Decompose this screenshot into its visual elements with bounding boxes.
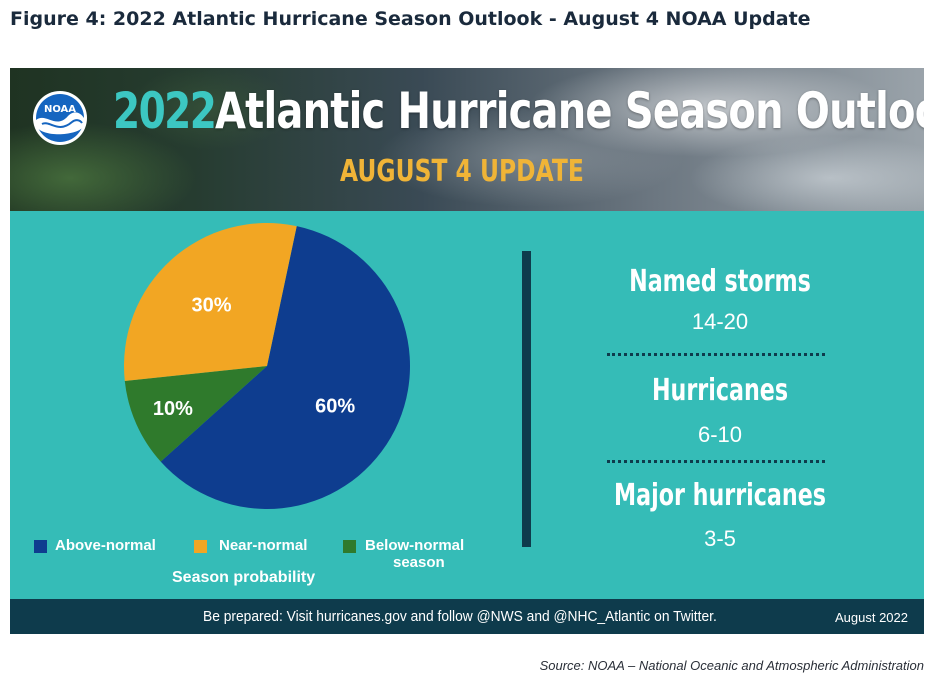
stat-value-named-storms: 14-20: [691, 309, 749, 334]
banner-subtitle: AUGUST 4 UPDATE: [340, 154, 584, 189]
legend-swatch-below: [343, 540, 356, 553]
stat-divider: [607, 460, 825, 463]
noaa-logo: NOAA: [33, 91, 87, 145]
infographic: NOAA 2022 Atlantic Hurricane Season Outl…: [10, 68, 924, 634]
pie-slice-near-normal: [124, 223, 297, 381]
pie-data-label: 10%: [153, 398, 193, 420]
legend-label-below: Below-normal: [365, 537, 465, 554]
legend-label-below-line2: season: [393, 554, 445, 571]
banner-title: Atlantic Hurricane Season Outlook: [215, 82, 924, 140]
figure-title: Figure 4: 2022 Atlantic Hurricane Season…: [10, 8, 811, 30]
stat-value-major-hurricanes: 3-5: [704, 526, 736, 551]
banner: NOAA 2022 Atlantic Hurricane Season Outl…: [10, 68, 924, 211]
pie-slice-below-normal-season: [124, 366, 267, 462]
legend-caption: Season probability: [172, 569, 316, 586]
footer-bar: Be prepared: Visit hurricanes.gov and fo…: [10, 599, 924, 634]
stat-label-hurricanes: Hurricanes: [651, 373, 789, 408]
pie-chart: 60% 10% 30%: [124, 223, 411, 510]
stat-divider: [607, 353, 825, 356]
legend-swatch-near: [194, 540, 207, 553]
legend-label-above: Above-normal: [55, 537, 156, 554]
pie-data-label: 60%: [315, 395, 355, 417]
stat-label-named-storms: Named storms: [629, 264, 811, 299]
footer-date: August 2022: [834, 610, 908, 625]
source-note: Source: NOAA – National Oceanic and Atmo…: [539, 658, 924, 673]
noaa-logo-text: NOAA: [44, 104, 76, 115]
stat-value-hurricanes: 6-10: [697, 422, 743, 447]
pie-slice-above-normal: [160, 226, 411, 510]
banner-year: 2022: [113, 82, 217, 140]
legend-label-near: Near-normal: [219, 537, 308, 554]
pie-data-label: 30%: [191, 294, 231, 316]
stat-label-major-hurricanes: Major hurricanes: [614, 478, 826, 513]
legend-swatch-above: [34, 540, 47, 553]
footer-text: Be prepared: Visit hurricanes.gov and fo…: [203, 608, 717, 625]
divider-bar: [522, 251, 531, 547]
